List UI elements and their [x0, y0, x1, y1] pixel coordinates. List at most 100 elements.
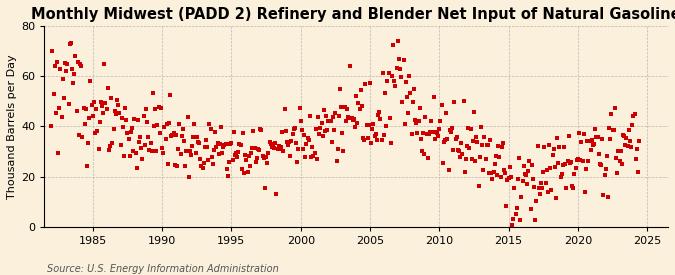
Point	[203, 158, 214, 162]
Point	[396, 75, 406, 79]
Point	[381, 124, 392, 128]
Point	[75, 61, 86, 66]
Point	[306, 155, 317, 160]
Point	[463, 126, 474, 130]
Point	[184, 148, 195, 153]
Point	[392, 39, 403, 43]
Point	[504, 165, 515, 169]
Point	[259, 156, 269, 160]
Point	[384, 116, 395, 120]
Point	[223, 174, 234, 178]
Point	[324, 119, 335, 123]
Point	[351, 94, 362, 99]
Point	[628, 114, 639, 118]
Point	[288, 132, 298, 137]
Point	[395, 67, 406, 71]
Point	[389, 78, 400, 83]
Point	[556, 172, 567, 176]
Point	[158, 150, 169, 155]
Point	[479, 135, 490, 139]
Point	[608, 128, 618, 132]
Point	[382, 79, 393, 83]
Point	[111, 97, 122, 102]
Point	[257, 153, 268, 158]
Point	[108, 126, 119, 131]
Point	[303, 138, 314, 142]
Point	[568, 186, 578, 190]
Point	[293, 147, 304, 151]
Point	[599, 172, 610, 177]
Point	[103, 148, 114, 152]
Point	[171, 133, 182, 137]
Point	[579, 190, 590, 194]
Point	[261, 155, 271, 159]
Point	[582, 139, 593, 143]
Point	[323, 119, 334, 123]
Point	[541, 168, 552, 172]
Point	[564, 134, 574, 138]
Point	[560, 161, 570, 166]
Point	[348, 118, 358, 122]
Point	[437, 161, 448, 165]
Point	[304, 114, 315, 118]
Point	[551, 135, 562, 140]
Point	[340, 105, 350, 110]
Point	[74, 133, 84, 137]
Point	[111, 112, 122, 117]
Point	[556, 175, 566, 180]
Point	[97, 104, 107, 108]
Point	[119, 106, 130, 111]
Point	[48, 92, 59, 96]
Point	[455, 155, 466, 159]
Point	[487, 177, 498, 181]
Point	[296, 127, 307, 132]
Point	[428, 95, 439, 99]
Point	[204, 122, 215, 127]
Point	[558, 163, 568, 167]
Point	[447, 126, 458, 130]
Point	[548, 147, 559, 152]
Point	[90, 131, 101, 135]
Point	[364, 81, 375, 85]
Point	[431, 130, 441, 134]
Point	[601, 153, 612, 158]
Point	[535, 192, 545, 197]
Point	[238, 131, 248, 135]
Point	[524, 159, 535, 163]
Point	[485, 138, 495, 142]
Point	[439, 139, 450, 144]
Point	[215, 142, 225, 146]
Point	[267, 145, 277, 149]
Point	[167, 133, 178, 137]
Point	[570, 166, 581, 170]
Point	[87, 114, 98, 119]
Point	[307, 145, 318, 149]
Point	[57, 76, 68, 81]
Point	[327, 115, 338, 119]
Point	[163, 121, 174, 126]
Point	[142, 120, 153, 124]
Point	[106, 95, 117, 100]
Point	[624, 139, 635, 144]
Point	[537, 185, 547, 190]
Point	[416, 149, 427, 153]
Point	[335, 87, 346, 91]
Point	[84, 116, 95, 120]
Point	[308, 153, 319, 158]
Point	[189, 122, 200, 126]
Point	[160, 136, 171, 141]
Point	[316, 121, 327, 125]
Point	[356, 103, 367, 108]
Point	[495, 175, 506, 180]
Point	[56, 115, 67, 119]
Point	[444, 128, 455, 132]
Point	[283, 142, 294, 147]
Point	[272, 147, 283, 151]
Point	[499, 167, 510, 172]
Point	[355, 88, 366, 92]
Point	[515, 218, 526, 223]
Point	[155, 131, 165, 135]
Point	[340, 119, 351, 124]
Point	[425, 130, 435, 134]
Point	[481, 143, 492, 147]
